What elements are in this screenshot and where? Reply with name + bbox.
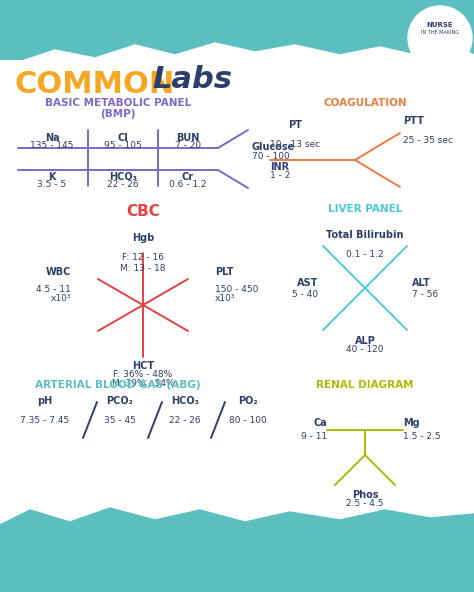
Text: ALT: ALT	[412, 278, 431, 288]
Text: Cl: Cl	[118, 133, 128, 143]
Text: PCO₂: PCO₂	[107, 396, 134, 406]
FancyBboxPatch shape	[0, 60, 474, 522]
Text: ALP: ALP	[355, 336, 375, 346]
Text: 35 - 45: 35 - 45	[104, 416, 136, 425]
Text: LIVER PANEL: LIVER PANEL	[328, 204, 402, 214]
Text: COAGULATION: COAGULATION	[323, 98, 407, 108]
Text: 4.5 - 11: 4.5 - 11	[36, 285, 71, 294]
Text: HCT: HCT	[132, 361, 154, 371]
Text: F: 12 - 16
M: 13 - 18: F: 12 - 16 M: 13 - 18	[120, 243, 166, 273]
Text: Na: Na	[45, 133, 59, 143]
Text: x10³: x10³	[51, 294, 71, 303]
Text: RENAL DIAGRAM: RENAL DIAGRAM	[316, 380, 414, 390]
Text: 9 - 11: 9 - 11	[301, 432, 327, 441]
Text: INR: INR	[270, 162, 289, 172]
Text: K: K	[48, 172, 56, 182]
Text: HCO₃: HCO₃	[171, 396, 199, 406]
Text: 80 - 100: 80 - 100	[229, 416, 267, 425]
Text: 95 - 105: 95 - 105	[104, 141, 142, 150]
Text: M: 39% - 54%: M: 39% - 54%	[112, 379, 174, 388]
Text: Cr: Cr	[182, 172, 194, 182]
Text: COMMON: COMMON	[15, 70, 175, 99]
Text: AST: AST	[297, 278, 318, 288]
Text: NURSE: NURSE	[427, 22, 453, 28]
Text: 1.5 - 2.5: 1.5 - 2.5	[403, 432, 441, 441]
Text: WBC: WBC	[46, 267, 71, 277]
Polygon shape	[0, 508, 474, 592]
Text: 40 - 120: 40 - 120	[346, 345, 384, 354]
Text: pH: pH	[37, 396, 53, 406]
Text: 3.5 - 5: 3.5 - 5	[37, 180, 66, 189]
Text: 22 - 26: 22 - 26	[169, 416, 201, 425]
Text: HCO₃: HCO₃	[109, 172, 137, 182]
Text: IN THE MAKING: IN THE MAKING	[421, 30, 459, 34]
Text: 10 - 13 sec: 10 - 13 sec	[270, 140, 320, 149]
Text: 7 - 20: 7 - 20	[175, 141, 201, 150]
Text: 1 - 2: 1 - 2	[270, 171, 291, 180]
Text: ARTERIAL BLOOD GAS (ABG): ARTERIAL BLOOD GAS (ABG)	[35, 380, 201, 390]
Text: Phos: Phos	[352, 490, 378, 500]
Text: 0.6 - 1.2: 0.6 - 1.2	[169, 180, 207, 189]
Text: 25 - 35 sec: 25 - 35 sec	[403, 136, 453, 145]
Polygon shape	[0, 43, 474, 592]
Text: PO₂: PO₂	[238, 396, 258, 406]
Text: Glucose: Glucose	[252, 142, 295, 152]
Text: CBC: CBC	[126, 204, 160, 219]
Text: Mg: Mg	[403, 418, 419, 428]
Text: BUN: BUN	[176, 133, 200, 143]
Text: Ca: Ca	[313, 418, 327, 428]
Text: BASIC METABOLIC PANEL: BASIC METABOLIC PANEL	[45, 98, 191, 108]
Circle shape	[408, 6, 472, 70]
Text: PTT: PTT	[403, 116, 424, 126]
Text: 150 - 450: 150 - 450	[215, 285, 258, 294]
Text: 7 - 56: 7 - 56	[412, 290, 438, 299]
Text: x10³: x10³	[215, 294, 236, 303]
Text: Labs: Labs	[152, 65, 232, 94]
Text: PT: PT	[288, 120, 302, 130]
Text: 2.5 - 4.5: 2.5 - 4.5	[346, 499, 384, 508]
Text: 5 - 40: 5 - 40	[292, 290, 318, 299]
Text: Hgb: Hgb	[132, 233, 154, 243]
Text: 135 - 145: 135 - 145	[30, 141, 73, 150]
Text: 70 - 100: 70 - 100	[252, 152, 290, 161]
Text: 7.35 - 7.45: 7.35 - 7.45	[20, 416, 70, 425]
Text: 0.1 - 1.2: 0.1 - 1.2	[346, 240, 384, 259]
Text: 22 - 26: 22 - 26	[107, 180, 139, 189]
Text: PLT: PLT	[215, 267, 234, 277]
Text: Total Bilirubin: Total Bilirubin	[326, 230, 404, 240]
Text: F: 36% - 48%: F: 36% - 48%	[113, 370, 173, 379]
Text: (BMP): (BMP)	[100, 109, 136, 119]
